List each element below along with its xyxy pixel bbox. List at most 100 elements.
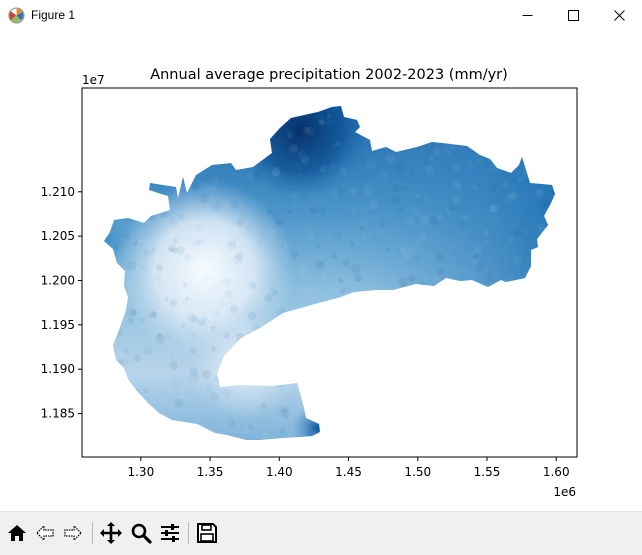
texture-speck [448, 205, 455, 212]
texture-speck [124, 353, 134, 363]
texture-speck [326, 248, 332, 253]
texture-speck [349, 187, 358, 196]
texture-speck [398, 277, 408, 287]
texture-speck [191, 240, 200, 249]
texture-speck [385, 153, 396, 164]
texture-speck [263, 255, 270, 262]
texture-speck [131, 309, 138, 316]
figure-canvas[interactable]: 1.30 1.35 1.40 1.45 1.50 1.55 1.60 1.210 1.205 1… [0, 31, 642, 511]
maximize-button[interactable] [550, 0, 596, 31]
x-tick-label: 1.55 [474, 465, 501, 479]
texture-speck [508, 236, 515, 243]
pan-button[interactable] [98, 520, 124, 546]
texture-speck [169, 217, 178, 226]
texture-speck [127, 307, 137, 318]
texture-speck [520, 173, 527, 179]
texture-speck [480, 214, 491, 225]
texture-speck [491, 216, 501, 226]
x-tick-label: 1.45 [335, 465, 362, 479]
texture-speck [123, 236, 128, 241]
texture-speck [211, 201, 222, 212]
texture-speck [476, 158, 482, 164]
texture-speck [385, 247, 391, 253]
texture-speck [296, 170, 305, 179]
texture-speck [339, 288, 346, 295]
back-button[interactable] [32, 520, 58, 546]
zoom-button[interactable] [128, 520, 154, 546]
texture-speck [301, 287, 310, 295]
texture-speck [482, 215, 488, 221]
texture-speck [299, 154, 310, 164]
texture-speck [224, 328, 230, 334]
texture-speck [202, 272, 211, 281]
save-button[interactable] [194, 520, 220, 546]
texture-speck [257, 239, 266, 248]
forward-button[interactable] [60, 520, 86, 546]
home-button[interactable] [4, 520, 30, 546]
texture-speck [266, 209, 274, 216]
texture-speck [325, 144, 330, 149]
texture-speck [319, 119, 325, 125]
texture-speck [469, 182, 478, 191]
texture-speck [472, 184, 479, 191]
x-tick-label: 1.50 [404, 465, 431, 479]
texture-speck [422, 275, 429, 282]
texture-speck [247, 311, 256, 320]
texture-speck [331, 143, 337, 150]
texture-speck [329, 163, 336, 170]
texture-speck [475, 261, 485, 272]
texture-speck [176, 246, 185, 255]
texture-speck [419, 198, 426, 205]
configure-subplots-button[interactable] [157, 520, 183, 546]
texture-speck [390, 195, 401, 206]
texture-speck [350, 243, 355, 248]
texture-speck [407, 246, 416, 255]
minimize-button[interactable] [504, 0, 550, 31]
texture-speck [226, 241, 237, 251]
texture-speck [424, 165, 434, 174]
pan-icon [100, 522, 122, 544]
texture-speck [280, 409, 290, 419]
texture-speck [239, 228, 248, 237]
texture-speck [210, 346, 217, 352]
texture-speck [453, 179, 462, 188]
texture-speck [155, 334, 165, 344]
texture-speck [326, 113, 332, 119]
texture-speck [332, 188, 340, 196]
texture-speck [266, 275, 271, 281]
texture-speck [208, 184, 217, 193]
chart-title: Annual average precipitation 2002-2023 (… [150, 67, 508, 83]
texture-speck [317, 250, 326, 260]
texture-speck [471, 259, 480, 269]
texture-speck [399, 246, 408, 254]
texture-speck [484, 239, 491, 246]
texture-speck [123, 347, 130, 354]
close-button[interactable] [596, 0, 642, 31]
texture-speck [258, 231, 268, 241]
texture-speck [435, 213, 444, 222]
texture-speck [169, 361, 177, 369]
texture-speck [275, 215, 286, 226]
texture-speck [330, 293, 337, 300]
texture-speck [232, 202, 239, 209]
texture-speck [354, 273, 363, 282]
x-tick-label: 1.40 [266, 465, 293, 479]
texture-speck [267, 259, 273, 265]
texture-speck [293, 161, 303, 172]
texture-speck [186, 312, 196, 323]
texture-speck [134, 363, 141, 370]
texture-speck [198, 301, 207, 310]
texture-speck [302, 224, 312, 233]
texture-speck [229, 420, 236, 427]
texture-speck [161, 211, 169, 219]
x-offset-label: 1e6 [553, 485, 576, 499]
texture-speck [168, 247, 173, 253]
precipitation-plot[interactable]: 1.30 1.35 1.40 1.45 1.50 1.55 1.60 1.2101.2051… [0, 31, 642, 511]
texture-speck [148, 310, 157, 319]
texture-speck [484, 180, 490, 187]
texture-speck [249, 282, 257, 290]
texture-speck [320, 272, 328, 280]
texture-speck [372, 235, 381, 244]
texture-speck [229, 199, 239, 209]
texture-speck [289, 187, 297, 195]
